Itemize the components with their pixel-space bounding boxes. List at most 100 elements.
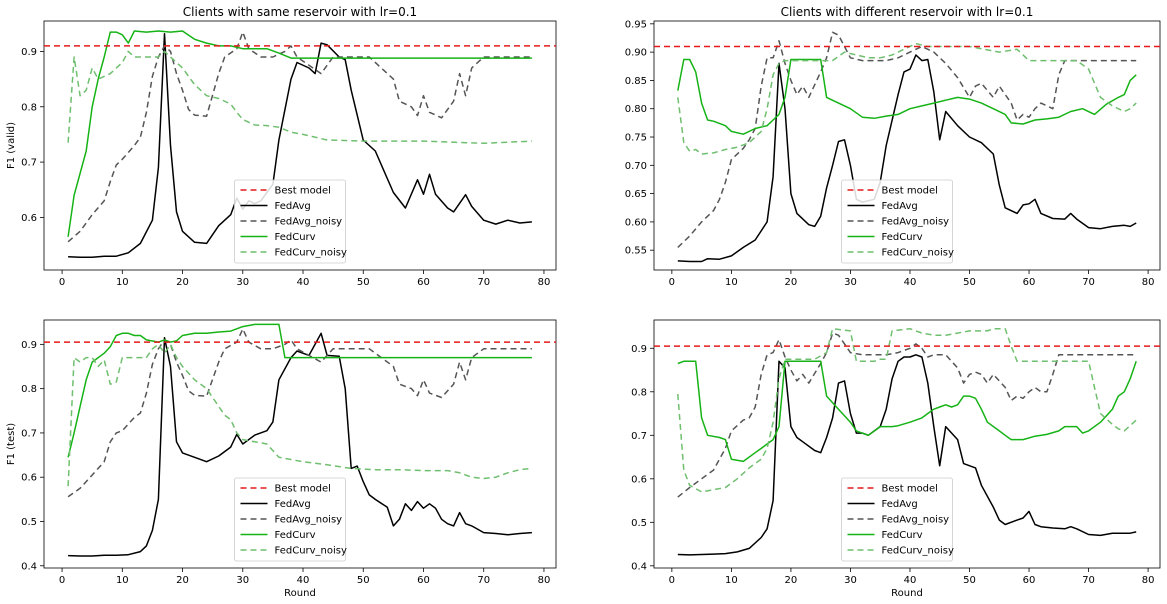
legend-label-fedavg-noisy: FedAvg_noisy (275, 217, 343, 228)
legend-label-fedcurv-noisy: FedCurv_noisy (882, 248, 954, 259)
x-tick-label: 10 (116, 277, 129, 288)
y-tick-label: 0.6 (21, 213, 37, 224)
series-line-fedcurv-noisy (67, 50, 532, 145)
legend-label-fedcurv: FedCurv (275, 530, 316, 541)
legend-label-fedcurv-noisy: FedCurv_noisy (882, 546, 954, 557)
x-tick-label: 30 (844, 575, 857, 586)
series-line-fedcurv (677, 58, 1137, 135)
x-tick-label: 70 (1082, 575, 1095, 586)
y-tick-label: 0.60 (625, 217, 647, 228)
series-line-fedcurv-noisy (677, 327, 1137, 493)
subplot-3: 0 10 20 30 40 50 60 70 80 0.4 0.5 0.6 0.7 0.8 0.9 Round… (6, 319, 557, 599)
legend: Best model FedAvg FedAvg_noisy FedCurv FedCu… (234, 179, 347, 264)
legend-label-fedcurv-noisy: FedCurv_noisy (275, 248, 347, 259)
y-tick-label: 0.9 (21, 47, 37, 58)
y-tick-label: 0.55 (625, 246, 647, 257)
y-tick-label: 0.8 (631, 387, 647, 398)
x-axis-label: Round (891, 588, 923, 599)
x-tick-label: 50 (963, 277, 976, 288)
y-tick-label: 0.7 (21, 158, 37, 169)
y-tick-label: 0.90 (625, 48, 647, 59)
x-tick-label: 60 (1023, 575, 1036, 586)
x-tick-label: 70 (1082, 277, 1095, 288)
x-tick-label: 30 (844, 277, 857, 288)
x-tick-label: 0 (59, 575, 65, 586)
x-tick-label: 80 (1142, 277, 1155, 288)
y-axis-label: F1 (valid) (6, 122, 17, 169)
y-tick-label: 0.8 (21, 102, 37, 113)
x-tick-label: 40 (904, 277, 917, 288)
y-tick-label: 0.7 (631, 431, 647, 442)
y-axis-label: F1 (test) (6, 423, 17, 465)
legend-label-fedavg: FedAvg (882, 201, 918, 212)
y-tick-label: 0.5 (21, 517, 37, 528)
series-line-fedavg-noisy (67, 328, 532, 498)
x-tick-label: 0 (669, 277, 675, 288)
y-tick-label: 0.7 (21, 428, 37, 439)
x-tick-label: 40 (297, 575, 310, 586)
legend-label-fedavg: FedAvg (882, 499, 918, 510)
series-line-fedavg (68, 32, 532, 259)
x-tick-label: 10 (725, 575, 738, 586)
legend-box (841, 477, 953, 562)
series-line-fedcurv-noisy (677, 42, 1137, 155)
x-tick-label: 60 (417, 575, 430, 586)
x-tick-label: 30 (236, 575, 249, 586)
x-tick-label: 20 (176, 575, 189, 586)
x-tick-label: 60 (417, 277, 430, 288)
y-tick-label: 0.4 (21, 561, 37, 572)
plot-area (44, 323, 556, 557)
x-tick-label: 40 (904, 575, 917, 586)
x-tick-label: 20 (785, 277, 798, 288)
legend-label-fedavg: FedAvg (275, 499, 311, 510)
y-tick-label: 0.6 (21, 473, 37, 484)
x-tick-label: 80 (538, 575, 551, 586)
plot-frame (43, 20, 557, 271)
subplot-2: 0 10 20 30 40 50 60 70 80 0.55 0.60 0.65 0.70 0.75 0.8… (625, 5, 1161, 288)
plot-frame (43, 319, 557, 569)
legend-label-fedavg: FedAvg (275, 201, 311, 212)
legend-box (841, 179, 953, 264)
series-line-fedavg-noisy (67, 31, 532, 243)
series-line-fedcurv (677, 360, 1137, 463)
x-tick-label: 80 (1142, 575, 1155, 586)
series-line-fedcurv (67, 30, 532, 237)
plot-area (654, 31, 1160, 263)
series-line-fedavg (68, 332, 532, 557)
legend-label-fedcurv-noisy: FedCurv_noisy (275, 546, 347, 557)
x-tick-label: 80 (538, 277, 551, 288)
legend-label-fedcurv: FedCurv (882, 232, 923, 243)
legend: Best model FedAvg FedAvg_noisy FedCurv FedCu… (841, 477, 954, 562)
y-tick-label: 0.95 (625, 19, 647, 30)
x-tick-label: 10 (725, 277, 738, 288)
subplot-4: 0 10 20 30 40 50 60 70 80 0.4 0.5 0.6 0.7 0.8 0.9 Round… (631, 319, 1161, 599)
legend-label-best-model: Best model (275, 484, 331, 495)
legend-label-best-model: Best model (275, 186, 331, 197)
legend-label-best-model: Best model (882, 186, 938, 197)
legend-label-fedcurv: FedCurv (275, 232, 316, 243)
x-tick-label: 40 (297, 277, 310, 288)
y-tick-label: 0.9 (631, 344, 647, 355)
subplot-title: Clients with same reservoir with lr=0.1 (183, 5, 417, 19)
x-tick-label: 10 (116, 575, 129, 586)
legend-box (234, 179, 346, 264)
legend-label-fedavg-noisy: FedAvg_noisy (882, 217, 950, 228)
x-tick-label: 30 (236, 277, 249, 288)
series-line-fedavg (677, 54, 1137, 263)
legend-label-fedavg-noisy: FedAvg_noisy (882, 515, 950, 526)
y-tick-label: 0.75 (625, 133, 647, 144)
y-tick-label: 0.5 (631, 518, 647, 529)
y-tick-label: 0.85 (625, 76, 647, 87)
x-tick-label: 50 (357, 277, 370, 288)
y-tick-label: 0.80 (625, 104, 647, 115)
plot-frame (653, 319, 1161, 569)
x-tick-label: 70 (477, 277, 490, 288)
x-axis-label: Round (284, 588, 316, 599)
legend-label-fedavg-noisy: FedAvg_noisy (275, 515, 343, 526)
y-tick-label: 0.65 (625, 189, 647, 200)
x-tick-label: 20 (176, 277, 189, 288)
x-tick-label: 20 (785, 575, 798, 586)
x-tick-label: 0 (59, 277, 65, 288)
x-tick-label: 0 (669, 575, 675, 586)
series-line-fedavg-noisy (677, 31, 1137, 248)
